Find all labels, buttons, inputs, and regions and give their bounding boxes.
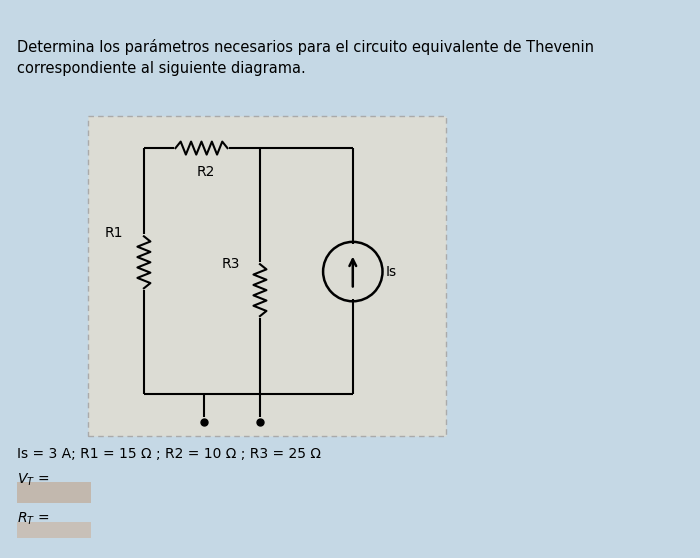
Text: Determina los parámetros necesarios para el circuito equivalente de Thevenin
cor: Determina los parámetros necesarios para…	[17, 39, 594, 75]
Text: R3: R3	[221, 257, 239, 271]
Text: Is = 3 A; R1 = 15 Ω ; R2 = 10 Ω ; R3 = 25 Ω: Is = 3 A; R1 = 15 Ω ; R2 = 10 Ω ; R3 = 2…	[17, 447, 321, 461]
FancyBboxPatch shape	[17, 522, 91, 543]
Text: R2: R2	[197, 165, 216, 179]
Text: $R_T$ =: $R_T$ =	[17, 510, 49, 527]
Text: R1: R1	[105, 225, 123, 239]
FancyBboxPatch shape	[17, 482, 91, 503]
Text: $V_T$ =: $V_T$ =	[17, 471, 49, 488]
FancyBboxPatch shape	[88, 116, 446, 436]
Text: Is: Is	[385, 264, 396, 278]
